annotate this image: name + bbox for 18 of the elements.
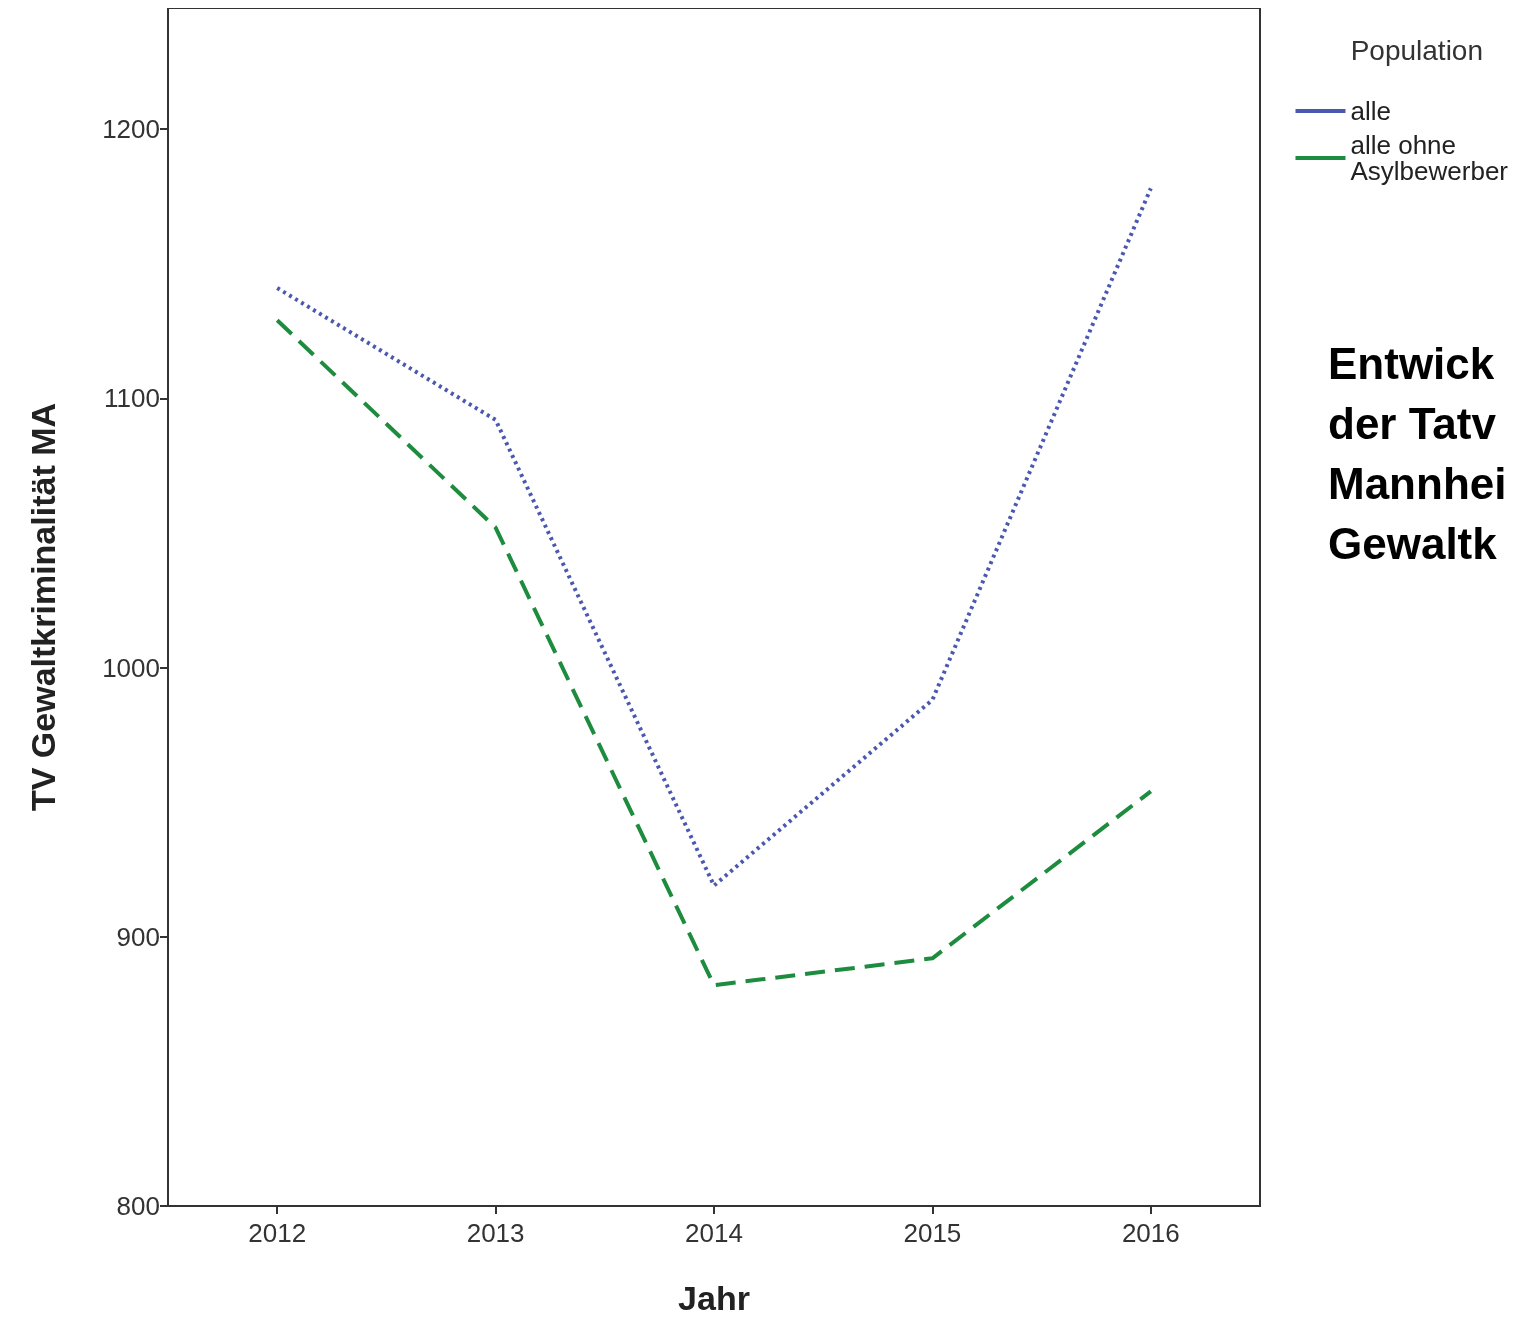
x-axis-title: Jahr xyxy=(678,1279,750,1317)
x-tick-label: 2012 xyxy=(248,1218,307,1248)
text: Entwick der Tatv Mannhei Gewaltk xyxy=(1328,338,1507,568)
y-axis-title: TV Gewaltkriminalität MA xyxy=(24,402,62,812)
x-tick-label: 2014 xyxy=(685,1218,743,1248)
y-tick-label: 800 xyxy=(116,1191,160,1221)
y-tick-label: 900 xyxy=(116,921,160,952)
legend-label: alle ohne Asylbewerber xyxy=(1350,130,1509,186)
x-tick-label: 2016 xyxy=(1121,1218,1180,1248)
x-tick-label: 2015 xyxy=(903,1218,962,1248)
y-tick-label: 1000 xyxy=(102,652,160,683)
line-series xyxy=(275,186,1153,888)
y-tick-label: 1100 xyxy=(104,383,160,414)
legend-title: Population xyxy=(1350,34,1484,66)
y-tick-label: 1200 xyxy=(102,114,160,145)
legend-label: alle xyxy=(1350,96,1391,126)
x-tick-label: 2013 xyxy=(466,1218,525,1248)
line-series xyxy=(275,318,1153,988)
